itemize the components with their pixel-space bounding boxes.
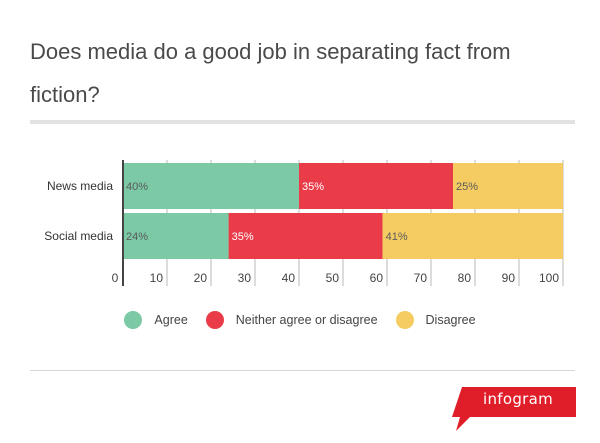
legend-item-agree: Agree	[124, 311, 188, 329]
x-tick-label-80: 80	[458, 271, 472, 285]
x-tick-label-20: 20	[194, 271, 208, 285]
x-tick-label-10: 10	[150, 271, 164, 285]
bar-news-media-0	[123, 163, 299, 209]
category-label-1: Social media	[44, 229, 113, 243]
infogram-logo[interactable]	[448, 385, 576, 433]
bar-social-media-0	[123, 213, 229, 259]
bar-social-media-1	[228, 213, 383, 259]
x-tick-label-100: 100	[539, 271, 559, 285]
chart-title: Does media do a good job in separating f…	[30, 39, 511, 107]
legend-item-neither: Neither agree or disagree	[205, 311, 378, 329]
infogram-logo-shape	[452, 387, 576, 431]
bar-news-media-1	[299, 163, 453, 209]
data-label-0-2: 25%	[456, 181, 478, 193]
legend-item-disagree: Disagree	[395, 311, 476, 329]
infogram-logo-text[interactable]: infogram	[483, 390, 554, 408]
bar-social-media-2	[382, 213, 563, 259]
legend-label-neither: Neither agree or disagree	[235, 313, 378, 327]
footer-divider	[30, 370, 575, 371]
x-tick-label-70: 70	[414, 271, 428, 285]
legend-swatch-neither	[205, 311, 224, 329]
stacked-bar-chart: 0 10 20 30 40 50 60 70 80 90 100 40% 35% 25% News medi…	[44, 160, 564, 286]
x-tick-label-40: 40	[282, 271, 296, 285]
data-label-1-0: 24%	[126, 231, 148, 243]
x-tick-label-0: 0	[112, 271, 119, 285]
bar-news-media-2	[453, 163, 563, 209]
legend-swatch-agree	[124, 311, 143, 329]
title-divider	[30, 120, 575, 124]
x-tick-label-30: 30	[238, 271, 252, 285]
category-label-0: News media	[47, 179, 113, 193]
data-label-0-1: 35%	[302, 181, 324, 193]
data-label-0-0: 40%	[126, 181, 148, 193]
data-label-1-1: 35%	[232, 231, 254, 243]
x-tick-label-60: 60	[370, 271, 384, 285]
x-tick-label-50: 50	[326, 271, 340, 285]
data-label-1-2: 41%	[386, 231, 408, 243]
legend-swatch-disagree	[395, 311, 414, 329]
legend-label-disagree: Disagree	[425, 313, 476, 327]
legend-label-agree: Agree	[154, 313, 188, 327]
chart-legend: Agree Neither agree or disagree Disagree	[0, 311, 600, 329]
x-tick-label-90: 90	[502, 271, 516, 285]
